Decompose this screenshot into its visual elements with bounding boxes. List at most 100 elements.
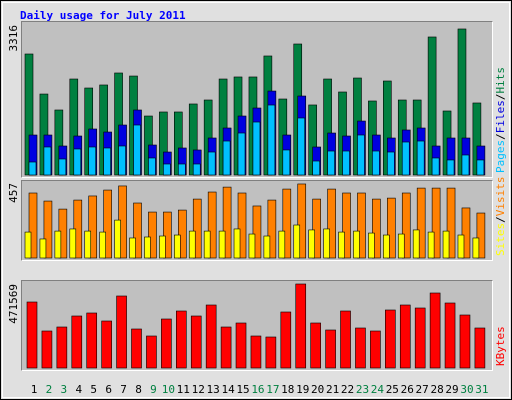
bar	[192, 163, 201, 176]
bar	[323, 228, 330, 259]
x-tick-label: 16	[251, 383, 264, 396]
bar	[442, 230, 450, 259]
bar	[387, 151, 395, 176]
x-tick-label: 8	[135, 383, 142, 396]
bar	[99, 231, 106, 259]
bar	[387, 197, 396, 259]
bar	[207, 151, 216, 176]
bar	[397, 233, 405, 259]
x-tick-label: 31	[475, 383, 488, 396]
bar	[312, 160, 320, 176]
x-tick-label: 3	[61, 383, 68, 396]
bar	[370, 330, 381, 369]
bar	[188, 230, 196, 259]
bar	[282, 188, 292, 259]
bar	[69, 228, 77, 259]
bar	[355, 327, 366, 369]
bar	[133, 124, 141, 176]
bar	[58, 158, 67, 176]
bar	[146, 335, 157, 369]
x-tick-label: 7	[120, 383, 127, 396]
x-tick-label: 6	[105, 383, 112, 396]
bar	[310, 322, 321, 369]
bar	[368, 232, 375, 259]
panel-edge	[21, 21, 493, 178]
x-tick-label: 22	[341, 383, 354, 396]
x-tick-label: 27	[416, 383, 429, 396]
bar	[103, 189, 112, 259]
bar	[472, 237, 480, 259]
bar	[192, 198, 202, 259]
bar	[401, 192, 411, 259]
bar	[39, 238, 47, 259]
bar	[295, 283, 307, 369]
x-tick-label: 20	[311, 383, 324, 396]
bar	[401, 141, 410, 176]
bar	[457, 234, 465, 259]
legend: Sites/Visits	[494, 177, 507, 257]
x-tick-label: 14	[221, 383, 235, 396]
bar	[293, 224, 301, 259]
x-tick-label: 2	[46, 383, 53, 396]
bar	[176, 310, 187, 369]
y-tick-label: 457	[7, 183, 20, 203]
bar	[86, 312, 98, 369]
bar	[461, 154, 470, 176]
bar	[446, 159, 455, 176]
bar	[205, 304, 217, 369]
x-tick-label: 10	[162, 383, 175, 396]
bar	[248, 233, 256, 259]
panel-edge	[21, 280, 493, 371]
bar	[431, 187, 441, 259]
bar	[148, 157, 156, 176]
bar	[133, 202, 142, 259]
x-tick-label: 4	[75, 383, 82, 396]
bar	[41, 330, 53, 369]
x-tick-label: 28	[430, 383, 443, 396]
bar	[353, 230, 360, 259]
bar	[237, 192, 247, 259]
bar	[116, 295, 127, 369]
bar	[222, 140, 231, 176]
bar	[357, 192, 366, 259]
x-tick-label: 26	[401, 383, 414, 396]
bar	[101, 320, 112, 369]
bar	[218, 230, 226, 259]
bar	[73, 148, 82, 176]
bar	[56, 326, 68, 369]
bar	[325, 329, 336, 369]
bar	[431, 157, 440, 176]
bar	[372, 198, 381, 259]
legend-entry: Files	[494, 100, 507, 133]
legend-entry: Visits	[494, 177, 507, 217]
legend-entry: Pages	[494, 140, 507, 173]
bar	[88, 146, 97, 176]
legend: Pages/Files/Hits	[494, 67, 507, 173]
bar	[235, 322, 247, 369]
legend-separator: /	[494, 216, 507, 223]
bar	[327, 150, 335, 176]
bar	[144, 236, 151, 259]
bar	[88, 195, 98, 259]
bar	[24, 231, 32, 259]
bar	[282, 149, 291, 176]
bar	[203, 230, 211, 259]
bar	[357, 134, 365, 176]
x-tick-label: 17	[266, 383, 279, 396]
y-tick-label: 471569	[7, 284, 20, 324]
bar	[416, 187, 426, 259]
bar	[129, 237, 136, 259]
x-tick-label: 19	[296, 383, 309, 396]
bar	[412, 229, 420, 259]
bar	[476, 159, 485, 176]
bar	[385, 309, 396, 369]
x-tick-label: 9	[150, 383, 157, 396]
bar	[207, 191, 217, 259]
x-tick-label: 12	[192, 383, 205, 396]
bar	[84, 230, 92, 259]
legend-entry: Hits	[494, 67, 507, 94]
bar	[54, 230, 62, 259]
bar	[308, 229, 315, 259]
panel-edge	[21, 180, 493, 261]
x-tick-label: 5	[90, 383, 97, 396]
